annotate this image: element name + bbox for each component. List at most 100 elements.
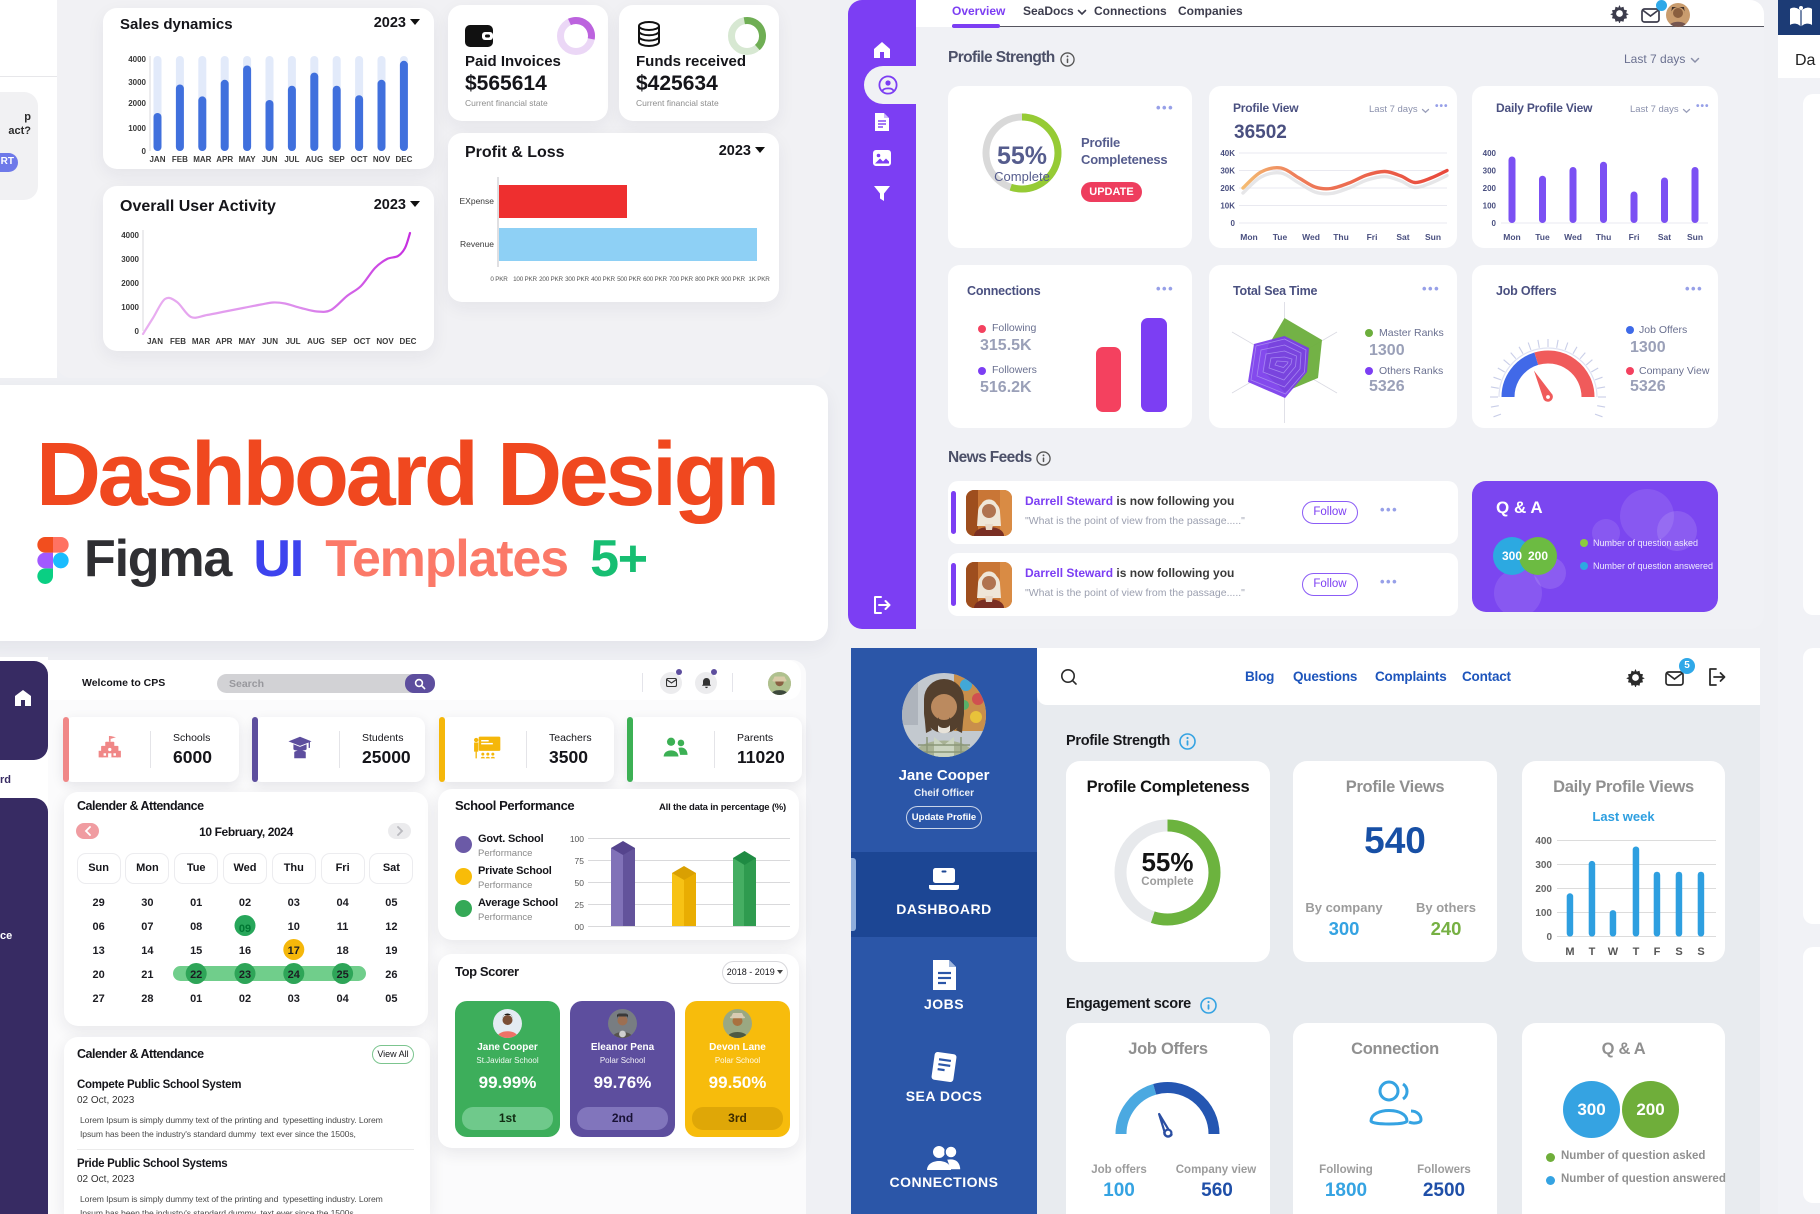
svg-text:0: 0 <box>1231 219 1236 228</box>
svg-text:100: 100 <box>1483 202 1497 211</box>
svg-text:12: 12 <box>385 921 397 933</box>
svg-text:T: T <box>1589 946 1596 958</box>
svg-text:OCT: OCT <box>351 155 368 164</box>
svg-text:JUL: JUL <box>285 337 300 346</box>
svg-text:0 PKR: 0 PKR <box>490 276 508 283</box>
svg-text:26: 26 <box>385 969 397 981</box>
svg-text:25: 25 <box>575 900 585 910</box>
svg-text:AUG: AUG <box>305 155 323 164</box>
svg-text:06: 06 <box>92 921 104 933</box>
svg-text:10: 10 <box>288 921 300 933</box>
svg-text:T: T <box>1633 946 1640 958</box>
svg-text:20: 20 <box>92 969 104 981</box>
svg-text:08: 08 <box>190 921 202 933</box>
svg-text:100: 100 <box>570 834 584 844</box>
svg-text:Mon: Mon <box>1240 232 1257 242</box>
svg-text:Wed: Wed <box>1302 232 1320 242</box>
svg-text:NOV: NOV <box>373 155 391 164</box>
svg-text:Fri: Fri <box>1629 232 1640 242</box>
svg-text:01: 01 <box>190 993 202 1005</box>
svg-text:S: S <box>1675 946 1682 958</box>
svg-text:300: 300 <box>1535 860 1552 871</box>
svg-text:0: 0 <box>1492 219 1497 228</box>
svg-text:JUL: JUL <box>284 155 299 164</box>
svg-text:1K PKR: 1K PKR <box>748 276 770 283</box>
svg-text:14: 14 <box>141 945 154 957</box>
svg-text:3000: 3000 <box>121 255 139 264</box>
svg-text:01: 01 <box>190 897 202 909</box>
svg-text:24: 24 <box>288 969 301 981</box>
svg-text:0: 0 <box>135 327 140 336</box>
svg-text:OCT: OCT <box>354 337 371 346</box>
svg-text:Sat: Sat <box>1396 232 1409 242</box>
svg-text:16: 16 <box>239 945 251 957</box>
svg-text:Sun: Sun <box>1687 232 1703 242</box>
svg-text:900 PKR: 900 PKR <box>721 276 745 283</box>
svg-text:19: 19 <box>385 945 397 957</box>
svg-text:300 PKR: 300 PKR <box>565 276 589 283</box>
svg-text:2000: 2000 <box>121 279 139 288</box>
svg-text:1000: 1000 <box>128 124 146 133</box>
svg-text:100 PKR: 100 PKR <box>513 276 537 283</box>
svg-text:JAN: JAN <box>147 337 163 346</box>
svg-text:29: 29 <box>92 897 104 909</box>
svg-text:600 PKR: 600 PKR <box>643 276 667 283</box>
svg-text:MAR: MAR <box>193 155 211 164</box>
svg-text:4000: 4000 <box>121 231 139 240</box>
svg-text:1000: 1000 <box>121 303 139 312</box>
svg-text:05: 05 <box>385 897 397 909</box>
svg-text:28: 28 <box>141 993 153 1005</box>
svg-text:JUN: JUN <box>261 155 277 164</box>
svg-text:25: 25 <box>336 969 348 981</box>
svg-text:04: 04 <box>336 993 349 1005</box>
svg-text:800 PKR: 800 PKR <box>695 276 719 283</box>
svg-text:3000: 3000 <box>128 78 146 87</box>
svg-text:APR: APR <box>216 337 233 346</box>
svg-text:400: 400 <box>1483 149 1497 158</box>
svg-text:Tue: Tue <box>1535 232 1550 242</box>
svg-text:500 PKR: 500 PKR <box>617 276 641 283</box>
svg-text:DEC: DEC <box>395 155 412 164</box>
svg-text:JUN: JUN <box>262 337 278 346</box>
svg-text:03: 03 <box>288 993 300 1005</box>
svg-text:300: 300 <box>1483 167 1497 176</box>
svg-text:27: 27 <box>92 993 104 1005</box>
svg-text:21: 21 <box>141 969 153 981</box>
svg-text:13: 13 <box>92 945 104 957</box>
svg-text:40K: 40K <box>1220 149 1235 158</box>
svg-text:Wed: Wed <box>1564 232 1582 242</box>
svg-text:FEB: FEB <box>172 155 188 164</box>
svg-text:Sat: Sat <box>1658 232 1671 242</box>
svg-text:SEP: SEP <box>329 155 346 164</box>
svg-text:200 PKR: 200 PKR <box>539 276 563 283</box>
svg-text:15: 15 <box>190 945 202 957</box>
svg-text:00: 00 <box>575 922 585 932</box>
svg-text:APR: APR <box>216 155 233 164</box>
svg-text:07: 07 <box>141 921 153 933</box>
svg-text:30K: 30K <box>1220 167 1235 176</box>
svg-text:JAN: JAN <box>149 155 165 164</box>
svg-text:W: W <box>1608 946 1619 958</box>
svg-text:NOV: NOV <box>376 337 394 346</box>
svg-text:Tue: Tue <box>1273 232 1288 242</box>
svg-text:02: 02 <box>239 897 251 909</box>
svg-text:M: M <box>1565 946 1574 958</box>
svg-text:Thu: Thu <box>1333 232 1349 242</box>
svg-text:20K: 20K <box>1220 184 1235 193</box>
svg-text:400: 400 <box>1535 836 1552 847</box>
svg-text:S: S <box>1697 946 1704 958</box>
svg-text:17: 17 <box>288 945 300 957</box>
svg-text:400 PKR: 400 PKR <box>591 276 615 283</box>
svg-text:EXpense: EXpense <box>460 196 495 206</box>
svg-text:2000: 2000 <box>128 99 146 108</box>
svg-text:Fri: Fri <box>1367 232 1378 242</box>
svg-text:700 PKR: 700 PKR <box>669 276 693 283</box>
svg-text:30: 30 <box>141 897 153 909</box>
svg-text:18: 18 <box>336 945 348 957</box>
svg-text:200: 200 <box>1535 884 1552 895</box>
svg-text:AUG: AUG <box>307 337 325 346</box>
svg-text:Thu: Thu <box>1596 232 1612 242</box>
svg-text:0: 0 <box>142 147 147 156</box>
svg-text:11: 11 <box>337 921 349 933</box>
svg-text:50: 50 <box>575 878 585 888</box>
